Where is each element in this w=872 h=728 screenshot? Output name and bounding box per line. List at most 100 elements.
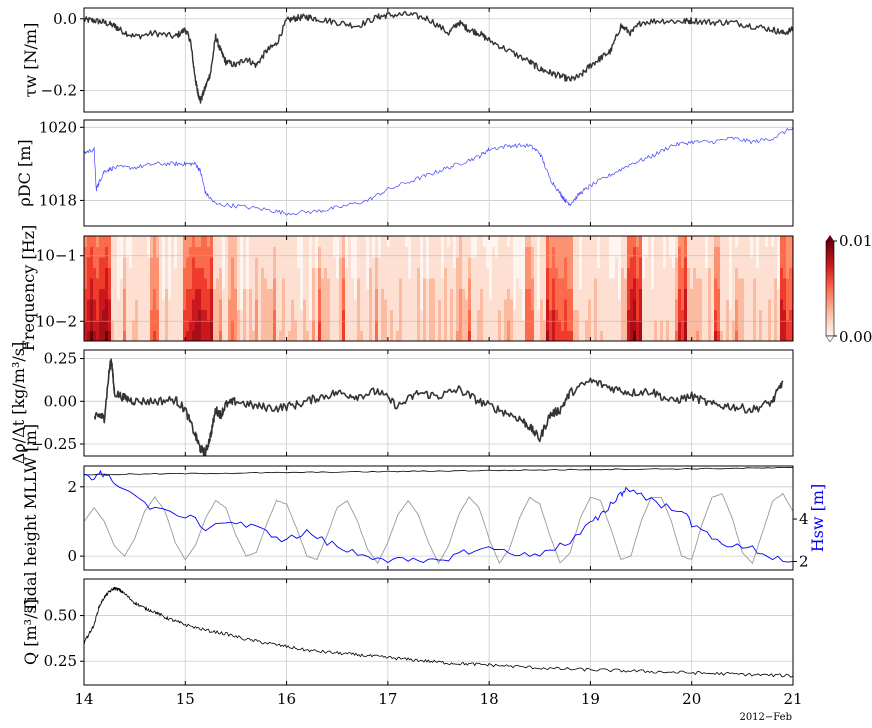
heatmap-cell: [534, 288, 537, 300]
heatmap-cell: [471, 320, 474, 331]
heatmap-cell: [180, 267, 183, 279]
heatmap-cell: [93, 278, 96, 289]
heatmap-cell: [126, 299, 129, 310]
heatmap-cell: [219, 246, 222, 258]
heatmap-cell: [408, 330, 411, 341]
heatmap-cell: [216, 257, 219, 268]
heatmap-cell: [312, 320, 315, 331]
heatmap-cell: [243, 267, 246, 279]
heatmap-cell: [129, 278, 132, 289]
heatmap-cell: [450, 330, 453, 341]
heatmap-cell: [384, 330, 387, 341]
heatmap-cell: [393, 288, 396, 300]
heatmap-cell: [684, 257, 687, 268]
heatmap-cell: [759, 257, 762, 268]
heatmap-cell: [330, 236, 333, 247]
heatmap-cell: [273, 267, 276, 279]
heatmap-cell: [342, 320, 345, 331]
heatmap-cell: [366, 278, 369, 289]
heatmap-cell: [705, 299, 708, 310]
heatmap-cell: [204, 288, 207, 300]
heatmap-cell: [291, 288, 294, 300]
heatmap-cell: [192, 278, 195, 289]
heatmap-cell: [204, 246, 207, 258]
heatmap-cell: [327, 257, 330, 268]
heatmap-cell: [531, 299, 534, 310]
heatmap-cell: [711, 330, 714, 341]
heatmap-cell: [420, 278, 423, 289]
heatmap-cell: [786, 257, 789, 268]
heatmap-cell: [780, 257, 783, 268]
heatmap-cell: [588, 330, 591, 341]
heatmap-cell: [270, 330, 273, 341]
heatmap-cell: [717, 309, 720, 321]
heatmap-cell: [786, 288, 789, 300]
heatmap-cell: [615, 267, 618, 279]
heatmap-cell: [465, 257, 468, 268]
heatmap-cell: [324, 267, 327, 279]
heatmap-cell: [294, 288, 297, 300]
heatmap-cell: [729, 267, 732, 279]
heatmap-cell: [276, 257, 279, 268]
heatmap-cell: [777, 320, 780, 331]
heatmap-cell: [159, 278, 162, 289]
heatmap-cell: [789, 257, 792, 268]
heatmap-cell: [393, 278, 396, 289]
heatmap-cell: [102, 267, 105, 279]
heatmap-cell: [177, 257, 180, 268]
heatmap-cell: [486, 320, 489, 331]
heatmap-cell: [591, 288, 594, 300]
heatmap-cell: [540, 288, 543, 300]
heatmap-cell: [249, 330, 252, 341]
heatmap-cell: [546, 267, 549, 279]
heatmap-cell: [696, 278, 699, 289]
heatmap-cell: [411, 267, 414, 279]
heatmap-cell: [396, 330, 399, 341]
heatmap-cell: [348, 278, 351, 289]
heatmap-cell: [255, 246, 258, 258]
heatmap-cell: [408, 246, 411, 258]
heatmap-cell: [351, 320, 354, 331]
heatmap-cell: [372, 330, 375, 341]
heatmap-cell: [498, 257, 501, 268]
heatmap-cell: [681, 257, 684, 268]
heatmap-cell: [141, 320, 144, 331]
heatmap-cell: [123, 267, 126, 279]
heatmap-cell: [576, 267, 579, 279]
heatmap-cell: [477, 257, 480, 268]
heatmap-cell: [444, 320, 447, 331]
heatmap-cell: [216, 288, 219, 300]
heatmap-cell: [768, 288, 771, 300]
heatmap-cell: [150, 236, 153, 247]
heatmap-cell: [405, 236, 408, 247]
heatmap-cell: [219, 257, 222, 268]
heatmap-cell: [390, 236, 393, 247]
heatmap-cell: [624, 267, 627, 279]
heatmap-cell: [321, 299, 324, 310]
heatmap-cell: [402, 267, 405, 279]
heatmap-cell: [444, 246, 447, 258]
heatmap-cell: [549, 246, 552, 258]
heatmap-cell: [495, 330, 498, 341]
heatmap-cell: [348, 288, 351, 300]
heatmap-cell: [351, 330, 354, 341]
heatmap-cell: [552, 299, 555, 310]
heatmap-cell: [528, 330, 531, 341]
heatmap-cell: [102, 299, 105, 310]
heatmap-cell: [411, 236, 414, 247]
heatmap-cell: [603, 267, 606, 279]
heatmap-cell: [138, 236, 141, 247]
heatmap-cell: [249, 288, 252, 300]
heatmap-cell: [501, 236, 504, 247]
heatmap-cell: [663, 330, 666, 341]
heatmap-cell: [396, 267, 399, 279]
heatmap-cell: [483, 309, 486, 321]
heatmap-cell: [267, 288, 270, 300]
heatmap-cell: [252, 267, 255, 279]
heatmap-cell: [231, 320, 234, 331]
heatmap-cell: [414, 309, 417, 321]
heatmap-cell: [411, 320, 414, 331]
heatmap-cell: [219, 267, 222, 279]
heatmap-cell: [627, 246, 630, 258]
heatmap-cell: [657, 288, 660, 300]
